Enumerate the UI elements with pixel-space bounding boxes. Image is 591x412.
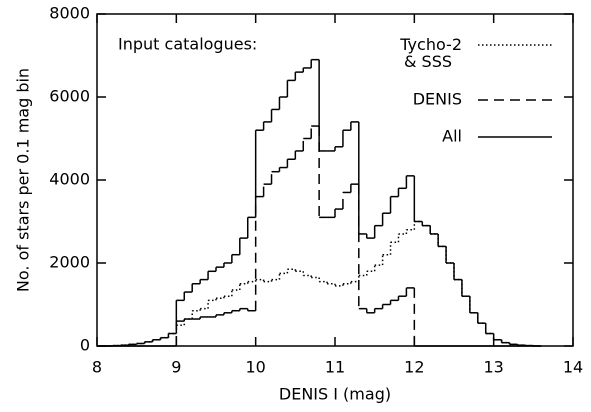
y-tick-label: 8000 [49,4,90,23]
plot-frame [96,13,574,347]
y-tick-label: 4000 [49,170,90,189]
legend-label: All [442,127,462,146]
x-tick-label: 11 [325,358,345,377]
x-tick-label: 12 [404,358,424,377]
x-tick-label: 9 [171,358,181,377]
y-tick-label: 0 [80,336,90,355]
x-tick-label: 8 [92,358,102,377]
y-axis-label: No. of stars per 0.1 mag bin [14,68,33,292]
legend-label: DENIS [413,90,462,109]
legend-label: Tycho-2 & SSS [399,35,462,71]
y-tick-label: 6000 [49,87,90,106]
x-tick-label: 10 [245,358,265,377]
x-tick-label: 13 [483,358,503,377]
y-tick-label: 2000 [49,253,90,272]
legend-label-line: & SSS [404,52,452,71]
legend-label-line: Tycho-2 [399,35,462,54]
annotation: Input catalogues: [118,35,257,54]
x-tick-label: 14 [563,358,583,377]
x-axis-label: DENIS I (mag) [279,385,391,404]
